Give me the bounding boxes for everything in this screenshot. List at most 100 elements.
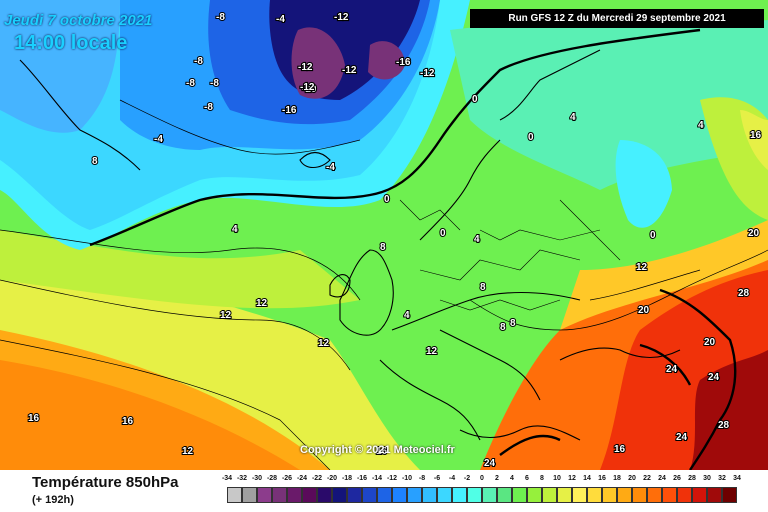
scale-swatch: [662, 487, 677, 503]
scale-tick: 6: [525, 475, 529, 482]
scale-tick: 28: [688, 475, 696, 482]
map-label: 12: [318, 338, 330, 349]
scale-tick: 10: [553, 475, 561, 482]
scale-swatch: [557, 487, 572, 503]
map-label: 0: [528, 132, 534, 143]
scale-tick: 4: [510, 475, 514, 482]
map-label: -12: [420, 68, 435, 79]
map-label: -8: [204, 102, 213, 113]
forecast-time: 14:00 locale: [14, 32, 128, 54]
map-label: -8: [210, 78, 219, 89]
scale-tick: -14: [371, 475, 383, 482]
isotherm-bold: [89, 28, 737, 470]
scale-swatch: [377, 487, 392, 503]
map-label: 4: [232, 224, 238, 235]
scale-tick: -10: [401, 475, 413, 482]
map-canvas: -12 -16 -20 -12 -4 -8 -8 -8 -8 -4 -4 -12…: [0, 0, 768, 470]
field-ne: [450, 20, 768, 190]
scale-swatch: [287, 487, 302, 503]
scale-swatch: [422, 487, 437, 503]
map-label: -8: [186, 78, 195, 89]
field-ne3: [740, 110, 768, 170]
map-label: 4: [474, 234, 480, 245]
map-label: 20: [704, 337, 716, 348]
legend-subtitle: (+ 192h): [32, 494, 74, 506]
map-label: 16: [28, 413, 40, 424]
scale-tick: 32: [718, 475, 726, 482]
scale-tick: -30: [251, 475, 263, 482]
map-label: 24: [666, 364, 678, 375]
scale-swatch: [512, 487, 527, 503]
scale-tick: 26: [673, 475, 681, 482]
scale-swatch: [257, 487, 272, 503]
map-label: 24: [484, 458, 496, 469]
scale-swatch: [317, 487, 332, 503]
map-label: 16: [750, 130, 762, 141]
map-label: 0: [472, 94, 478, 105]
scale-tick: -8: [418, 475, 426, 482]
map-label: 0: [384, 194, 390, 205]
map-label: 8: [500, 322, 506, 333]
scale-swatch: [272, 487, 287, 503]
borders: [399, 199, 621, 311]
scale-tick: -20: [326, 475, 338, 482]
map-label: -20: [302, 84, 317, 95]
scale-tick: 2: [495, 475, 499, 482]
color-scale: -34 -32 -30 -28 -26 -24 -22 -20 -18 -16 -14 -12 -10-…: [222, 475, 752, 509]
map-label: 24: [708, 372, 720, 383]
temperature-map: -12 -16 -20 -12 -4 -8 -8 -8 -8 -4 -4 -12…: [0, 0, 768, 470]
map-label: 12: [220, 310, 232, 321]
model-run-label: Run GFS 12 Z du Mercredi 29 septembre 20…: [470, 9, 764, 28]
map-label: -4: [154, 134, 163, 145]
scale-tick: 16: [598, 475, 606, 482]
scale-swatch: [452, 487, 467, 503]
map-label: 8: [380, 242, 386, 253]
map-label: 16: [376, 446, 388, 457]
scale-swatch: [707, 487, 722, 503]
scale-tick: -28: [266, 475, 278, 482]
isotherm-thin: [0, 99, 768, 470]
scale-tick: -26: [281, 475, 293, 482]
scale-swatch: [467, 487, 482, 503]
scale-tick: -24: [296, 475, 308, 482]
field-lake: [615, 140, 672, 228]
scale-tick: -6: [433, 475, 441, 482]
scale-swatch: [677, 487, 692, 503]
scale-swatch: [647, 487, 662, 503]
scale-swatch: [572, 487, 587, 503]
map-label: 16: [122, 416, 134, 427]
map-label: -12: [298, 62, 313, 73]
scale-tick: -2: [463, 475, 471, 482]
scale-swatch: [347, 487, 362, 503]
map-label: -12: [300, 82, 315, 93]
map-label: 12: [636, 262, 648, 273]
field-cold-w: [0, 0, 120, 133]
field-yellowgreen: [0, 230, 360, 309]
map-label: 0: [440, 228, 446, 239]
scale-swatch: [392, 487, 407, 503]
map-label: 4: [570, 112, 576, 123]
scale-tick: 22: [643, 475, 651, 482]
scale-tick: 20: [628, 475, 636, 482]
map-label: 8: [510, 318, 516, 329]
map-label: -12: [342, 65, 357, 76]
scale-swatch: [437, 487, 452, 503]
map-label: -16: [396, 57, 411, 68]
scale-tick: -32: [236, 475, 248, 482]
scale-swatch: [332, 487, 347, 503]
map-label: 20: [748, 228, 760, 239]
scale-swatch: [602, 487, 617, 503]
scale-swatch: [587, 487, 602, 503]
map-label: 8: [480, 282, 486, 293]
map-label: -4: [276, 14, 285, 25]
map-label: -8: [216, 12, 225, 23]
map-label: 4: [698, 120, 704, 131]
field-warm-e4: [560, 220, 768, 330]
map-label: 20: [638, 305, 650, 316]
field-cold-core: [291, 27, 345, 99]
map-label: 4: [404, 310, 410, 321]
map-label: 12: [256, 298, 268, 309]
scale-tick: 24: [658, 475, 666, 482]
field-yellow: [0, 240, 420, 470]
scale-swatch: [242, 487, 257, 503]
